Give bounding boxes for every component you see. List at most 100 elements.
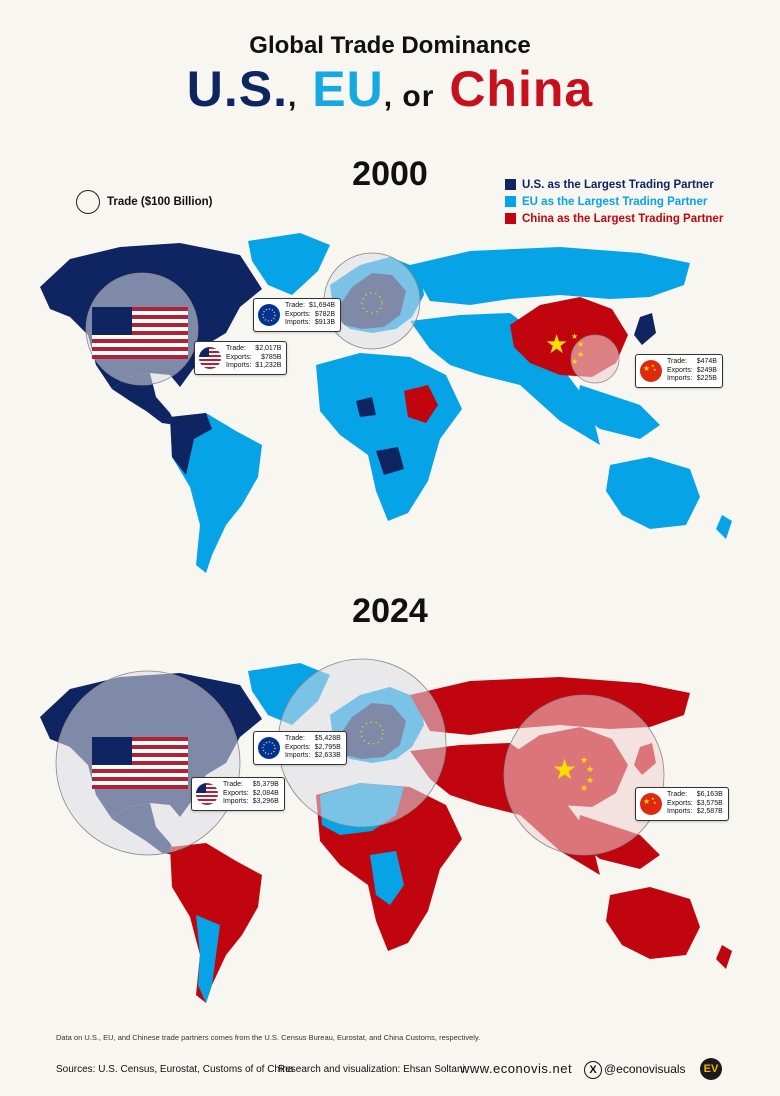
exports-value: $782B	[314, 310, 336, 318]
title-us: U.S.	[186, 61, 289, 117]
svg-text:★: ★	[552, 753, 577, 786]
south-america-us-north-2000	[170, 413, 212, 475]
legend-swatch-china	[505, 213, 516, 224]
eu-flag-icon	[258, 303, 280, 326]
svg-text:★: ★	[545, 330, 568, 360]
legend-swatch-us	[505, 179, 516, 190]
imports-value: $225B	[696, 375, 717, 382]
trade-value: $6,163B	[696, 791, 723, 798]
south-america-2000	[170, 413, 262, 573]
exports-value: $249B	[696, 366, 717, 374]
legend-label-us: U.S. as the Largest Trading Partner	[522, 178, 714, 191]
social-handle[interactable]: @econovisuals	[604, 1062, 686, 1076]
legend-swatch-eu	[505, 196, 516, 207]
central-america-2000	[112, 373, 176, 425]
trade-value: $5,379B	[252, 781, 279, 788]
angola-2000	[376, 447, 404, 475]
svg-text:★: ★	[653, 800, 657, 805]
us-flag-icon	[196, 782, 218, 805]
australia-2000	[606, 457, 700, 529]
year-label-2000: 2000	[352, 155, 428, 193]
us-flag-icon	[199, 346, 221, 369]
svg-text:★: ★	[577, 350, 584, 359]
svg-text:★: ★	[577, 340, 584, 349]
callout-china-2000: ★ ★ ★ Trade: $474B Exports: $249B Imports: $225…	[635, 354, 723, 388]
svg-text:★: ★	[571, 357, 578, 366]
imports-value: $2,587B	[696, 808, 723, 815]
eu-flag-icon	[258, 736, 280, 759]
middle-east-asia-2000	[410, 313, 600, 445]
x-logo-icon[interactable]: X	[584, 1061, 602, 1079]
title-or: , or	[383, 80, 435, 113]
trade-value: $474B	[696, 358, 717, 365]
flags-2000: ★ ★ ★ ★ ★	[92, 292, 584, 366]
svg-text:★: ★	[643, 797, 650, 806]
south-america-eu-2024	[196, 915, 220, 1003]
callout-us-2000: Trade: $2,017B Exports: $785B Imports: $1,232…	[194, 341, 288, 375]
imports-value: $2,633B	[314, 752, 341, 759]
new-zealand-2000	[716, 515, 732, 539]
us-flag-map-2024	[92, 737, 188, 789]
sudan-2000	[404, 385, 438, 423]
exports-value: $785B	[261, 353, 282, 361]
footer: Sources: U.S. Census, Eurostat, Customs …	[56, 1058, 726, 1080]
australia-2024	[606, 887, 700, 959]
sources-text: Sources: U.S. Census, Eurostat, Customs …	[56, 1064, 294, 1075]
world-map-2024: ★ ★ ★ ★ ★	[40, 658, 732, 1003]
legend-item-eu: EU as the Largest Trading Partner	[505, 193, 723, 210]
legend: U.S. as the Largest Trading Partner EU a…	[505, 176, 723, 227]
year-label-2024: 2024	[352, 592, 428, 630]
china-flag-icon: ★ ★ ★	[640, 359, 662, 382]
imports-value: $3,296B	[252, 798, 279, 805]
headline: U.S., EU, or China	[0, 60, 780, 118]
trade-bubble-china-2024	[503, 694, 665, 856]
trade-bubble-china-2000	[570, 334, 620, 384]
svg-text:★: ★	[651, 796, 655, 801]
world-map-2000: ★ ★ ★ ★ ★	[40, 233, 732, 573]
bubbles-2024	[55, 658, 665, 856]
trade-value: $5,428B	[314, 735, 341, 742]
exports-value: $2,084B	[252, 789, 279, 797]
southeast-asia-2000	[576, 385, 660, 439]
svg-text:★: ★	[586, 776, 594, 786]
exports-value: $2,795B	[314, 743, 341, 751]
callout-eu-2000: Trade: $1,694B Exports: $782B Imports: $913B	[253, 298, 342, 332]
svg-text:★: ★	[580, 756, 588, 766]
nigeria-2000	[356, 397, 376, 417]
africa-eu-central-2024	[370, 851, 404, 905]
imports-value: $1,232B	[255, 362, 282, 369]
greenland-2000	[248, 233, 330, 295]
callout-us-2024: Trade: $5,379B Exports: $2,084B Imports: $3,2…	[191, 777, 285, 811]
title-china: China	[449, 61, 594, 117]
japan-2000	[634, 313, 656, 345]
legend-label-china: China as the Largest Trading Partner	[522, 212, 724, 225]
svg-text:★: ★	[580, 784, 588, 794]
svg-text:★: ★	[651, 363, 655, 368]
trade-value: $1,694B	[308, 302, 336, 309]
svg-text:★: ★	[653, 367, 657, 372]
scale-label: Trade ($100 Billion)	[107, 196, 213, 208]
africa-2000	[316, 353, 462, 521]
exports-value: $3,575B	[696, 799, 723, 807]
size-scale: Trade ($100 Billion)	[76, 190, 212, 214]
legend-label-eu: EU as the Largest Trading Partner	[522, 195, 708, 208]
svg-text:★: ★	[643, 364, 650, 373]
imports-value: $913B	[314, 319, 336, 326]
new-zealand-2024	[716, 945, 732, 969]
eu-stars-map-2024	[360, 721, 384, 745]
title-comma: ,	[288, 80, 298, 113]
flags-2024: ★ ★ ★ ★ ★	[92, 721, 594, 794]
russia-2000	[410, 247, 690, 305]
callout-china-2024: ★ ★ ★ Trade: $6,163B Exports: $3,575B Imports:…	[635, 787, 729, 821]
eu-stars-map-2000	[361, 292, 383, 314]
south-america-2024	[170, 843, 262, 1003]
credit-text: Research and visualization: Ehsan Soltan…	[278, 1064, 465, 1075]
ev-logo-icon: EV	[700, 1058, 722, 1080]
china-flag-map-2024: ★ ★ ★ ★ ★	[552, 753, 594, 794]
legend-item-us: U.S. as the Largest Trading Partner	[505, 176, 723, 193]
svg-text:★: ★	[571, 332, 578, 341]
svg-text:★: ★	[586, 765, 594, 775]
legend-item-china: China as the Largest Trading Partner	[505, 210, 723, 227]
scale-circle-icon	[76, 190, 100, 214]
website-link[interactable]: www.econovis.net	[460, 1061, 573, 1076]
